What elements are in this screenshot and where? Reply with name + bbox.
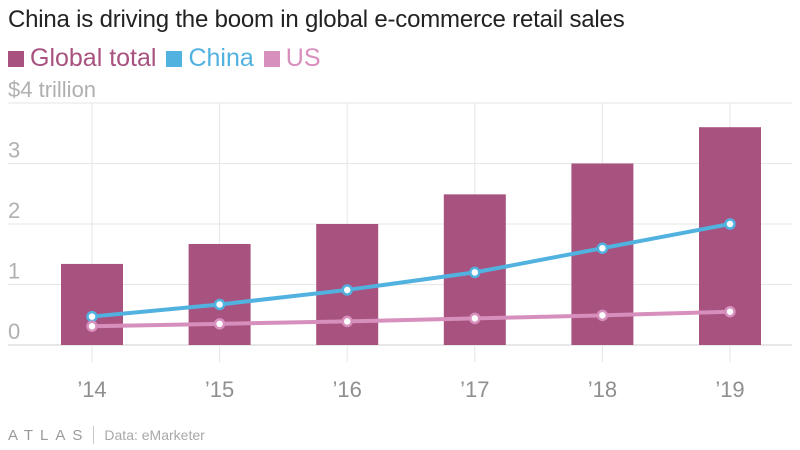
chart-title: China is driving the boom in global e-co…: [8, 6, 625, 33]
x-tick-label: ’19: [715, 377, 744, 402]
point-china: [341, 284, 353, 296]
footer-divider: [93, 426, 95, 444]
legend-swatch-china: [166, 50, 183, 67]
point-us: [724, 305, 736, 318]
y-tick-label: 0: [8, 319, 20, 344]
x-tick-label: ’16: [333, 377, 362, 402]
chart-plot: 0 1 2 3 $4 trillion ’14 ’15 ’16 ’17 ’18 ’19: [8, 77, 792, 402]
x-tick-label: ’17: [460, 377, 489, 402]
source-note: Data: eMarketer: [104, 427, 205, 443]
point-us: [341, 315, 353, 328]
bar-global-total: [188, 243, 251, 345]
point-china: [213, 298, 226, 311]
point-us: [86, 320, 98, 332]
legend-swatch-us: [263, 50, 280, 67]
atlas-logo: ATLAS: [8, 426, 90, 444]
point-us: [469, 312, 481, 325]
legend-label-global-total: Global total: [30, 44, 157, 72]
y-tick-label: 2: [8, 198, 20, 223]
point-china: [724, 218, 736, 230]
x-tick-label: ’18: [588, 377, 617, 402]
legend-item-global-total: Global total: [8, 44, 156, 73]
legend-label-china: China: [188, 44, 254, 72]
line-us: [90, 309, 732, 329]
legend-item-us: US: [263, 44, 321, 73]
point-china: [86, 310, 98, 323]
point-us: [213, 318, 226, 330]
y-tick-label: 1: [8, 259, 20, 284]
legend-swatch-global-total: [8, 50, 24, 67]
legend-label-us: US: [285, 44, 321, 72]
y-tick-label: $4 trillion: [8, 77, 96, 102]
bar-global-total: [61, 263, 123, 345]
chart-legend: Global total China US: [8, 44, 331, 73]
x-tick-label: ’14: [77, 377, 106, 402]
point-china: [469, 266, 481, 279]
legend-item-china: China: [166, 44, 254, 73]
x-tick-label: ’15: [205, 377, 234, 402]
y-tick-label: 3: [8, 138, 20, 163]
chart-footer: ATLAS Data: eMarketer: [8, 426, 205, 444]
line-china: [90, 222, 732, 319]
point-us: [596, 309, 609, 322]
point-china: [596, 242, 609, 254]
